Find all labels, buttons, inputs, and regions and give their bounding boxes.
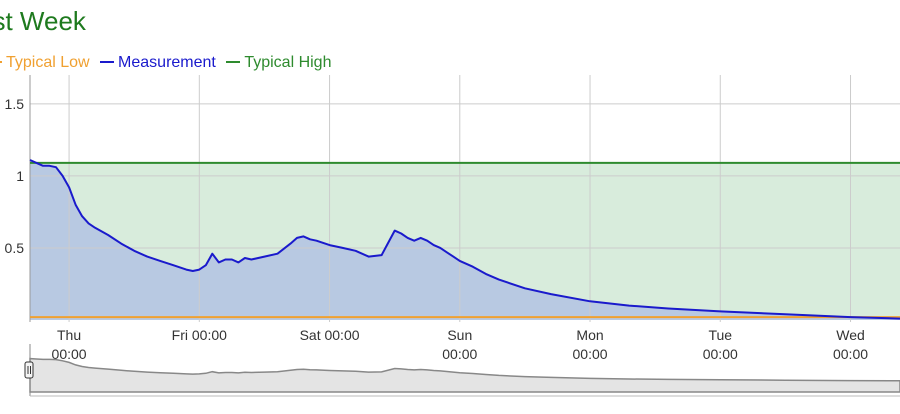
- legend-swatch-measurement: [100, 60, 115, 63]
- navigator-area: [29, 357, 900, 393]
- legend-label-typical-high: Typical High: [244, 54, 332, 71]
- legend: Typical Low Measurement Typical High: [0, 54, 337, 72]
- x-tick-label: Fri 00:00: [172, 327, 227, 343]
- measurement-line: [29, 159, 900, 320]
- navigator-handle-left[interactable]: [24, 361, 34, 379]
- measurement-area: [30, 160, 900, 320]
- y-tick-label: 1: [16, 168, 24, 184]
- y-tick-label: 0.5: [5, 240, 25, 256]
- x-tick-label: Mon: [576, 327, 603, 343]
- legend-label-typical-low: Typical Low: [6, 54, 90, 71]
- x-tick-label: Wed: [836, 327, 865, 343]
- x-tick-label: Tue: [708, 327, 732, 343]
- x-tick-label: 00:00: [52, 346, 87, 362]
- legend-item-measurement[interactable]: Measurement: [100, 54, 216, 72]
- x-tick-label: 00:00: [833, 346, 868, 362]
- legend-swatch-typical-low: [0, 60, 2, 63]
- y-tick-label: 1.5: [5, 96, 25, 112]
- x-tick-label: 00:00: [442, 346, 477, 362]
- legend-item-typical-low[interactable]: Typical Low: [0, 54, 90, 72]
- x-tick-label: Sun: [447, 327, 472, 343]
- chart-title: ast Week: [0, 6, 86, 36]
- legend-swatch-typical-high: [226, 60, 241, 63]
- legend-label-measurement: Measurement: [118, 54, 216, 71]
- x-tick-label: 00:00: [573, 346, 608, 362]
- legend-item-typical-high[interactable]: Typical High: [226, 54, 331, 72]
- x-tick-label: Thu: [57, 327, 81, 343]
- x-tick-label: 00:00: [703, 346, 738, 362]
- x-tick-label: Sat 00:00: [300, 327, 360, 343]
